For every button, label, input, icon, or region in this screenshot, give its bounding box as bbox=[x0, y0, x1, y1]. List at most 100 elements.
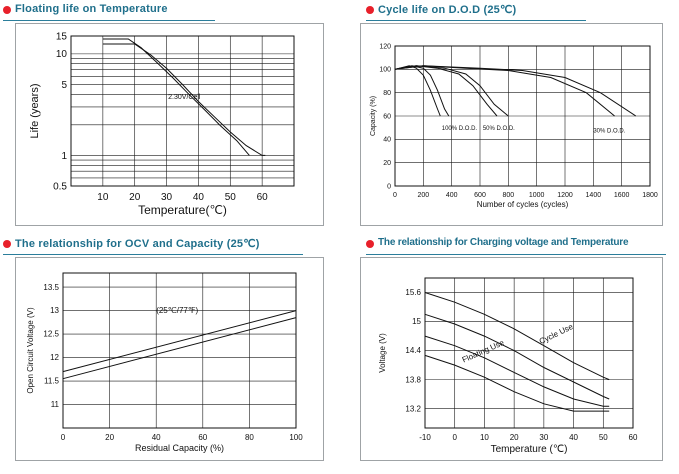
x-tick-label: 10 bbox=[480, 433, 489, 442]
x-tick-label: 20 bbox=[510, 433, 519, 442]
bullet-icon bbox=[3, 6, 11, 14]
x-tick-label: 600 bbox=[474, 192, 486, 199]
x-tick-label: 20 bbox=[105, 433, 114, 442]
x-tick-label: 60 bbox=[198, 433, 207, 442]
y-tick-label: 13.8 bbox=[405, 375, 421, 384]
y-tick-label: 15 bbox=[56, 31, 68, 42]
x-tick-label: 60 bbox=[629, 433, 638, 442]
x-tick-label: 1000 bbox=[529, 192, 545, 199]
x-tick-label: 10 bbox=[97, 192, 109, 203]
y-axis-label: Voltage (V) bbox=[378, 333, 387, 373]
series-line bbox=[424, 313, 610, 400]
charge-voltage-panel: -10 0 10 20 30 40 50 60 13.2 13.8 14.4 15 15.6 Temper… bbox=[360, 257, 663, 461]
x-axis-label: Temperature(℃) bbox=[138, 203, 227, 217]
y-tick-label: 11 bbox=[51, 400, 60, 409]
series-line bbox=[394, 65, 450, 117]
x-tick-label: 1400 bbox=[586, 192, 602, 199]
y-tick-label: 0 bbox=[387, 183, 391, 190]
x-tick-label: 30 bbox=[539, 433, 548, 442]
y-tick-label: 15.6 bbox=[405, 288, 421, 297]
y-tick-label: 60 bbox=[383, 113, 391, 120]
series-label: 50% D.O.D. bbox=[483, 126, 515, 132]
plot-frame bbox=[70, 35, 295, 187]
float-life-chart: 10 20 30 40 50 60 15 10 5 1 0.5 Temperature(℃) Life … bbox=[29, 31, 295, 217]
x-tick-label: 1200 bbox=[557, 192, 573, 199]
series-line bbox=[394, 65, 498, 117]
cycle-life-header: Cycle life on D.O.D (25℃) bbox=[366, 3, 586, 21]
header-rule bbox=[366, 254, 666, 255]
series-label: 100% D.O.D. bbox=[442, 126, 478, 132]
x-tick-label: 40 bbox=[152, 433, 161, 442]
y-tick-label: 14.4 bbox=[405, 346, 421, 355]
x-tick-label: 50 bbox=[225, 192, 237, 203]
float-life-title: Floating life on Temperature bbox=[15, 3, 168, 15]
bullet-icon bbox=[3, 240, 11, 248]
series-line bbox=[394, 65, 509, 117]
cycle-life-title: Cycle life on D.O.D (25℃) bbox=[378, 4, 517, 16]
x-tick-label: 80 bbox=[245, 433, 254, 442]
ocv-chart: 0 20 40 60 80 100 11 11.5 12 12.5 13 13.5 Residual C… bbox=[26, 272, 303, 453]
series-line bbox=[102, 38, 250, 156]
y-tick-label: 0.5 bbox=[53, 181, 67, 192]
charge-voltage-header: The relationship for Charging voltage an… bbox=[366, 237, 666, 255]
x-tick-label: 400 bbox=[446, 192, 458, 199]
y-axis-label: Capacity (%) bbox=[370, 96, 377, 136]
ocv-title: The relationship for OCV and Capacity (2… bbox=[15, 238, 260, 250]
y-tick-label: 15 bbox=[412, 317, 421, 326]
y-tick-label: 80 bbox=[383, 90, 391, 97]
x-tick-label: 200 bbox=[417, 192, 429, 199]
y-tick-label: 20 bbox=[383, 160, 391, 167]
series-line bbox=[62, 317, 297, 380]
y-tick-label: 1 bbox=[61, 151, 67, 162]
series-label: Cycle Use bbox=[538, 322, 575, 346]
float-life-header: Floating life on Temperature bbox=[3, 3, 215, 21]
x-tick-label: 30 bbox=[161, 192, 173, 203]
x-axis-label: Residual Capacity (%) bbox=[135, 443, 224, 453]
x-tick-label: -10 bbox=[419, 433, 431, 442]
plot-frame bbox=[62, 272, 297, 429]
cycle-life-panel: 0 200 400 600 800 1000 1200 1400 1600 1800 0 20 40 60… bbox=[360, 23, 663, 226]
ocv-panel: 0 20 40 60 80 100 11 11.5 12 12.5 13 13.5 Residual C… bbox=[15, 257, 324, 461]
y-axis-label: Life (years) bbox=[29, 83, 41, 138]
series-label: 30% D.O.D. bbox=[593, 128, 625, 134]
x-tick-label: 40 bbox=[569, 433, 578, 442]
ocv-header: The relationship for OCV and Capacity (2… bbox=[3, 237, 303, 255]
charge-voltage-title: The relationship for Charging voltage an… bbox=[378, 237, 629, 248]
x-axis-label: Temperature (℃) bbox=[491, 444, 568, 455]
header-rule bbox=[3, 254, 303, 255]
float-life-panel: 10 20 30 40 50 60 15 10 5 1 0.5 Temperature(℃) Life … bbox=[15, 23, 324, 226]
charge-voltage-chart: -10 0 10 20 30 40 50 60 13.2 13.8 14.4 15 15.6 Temper… bbox=[378, 277, 638, 455]
series-line bbox=[424, 292, 610, 381]
x-tick-label: 40 bbox=[193, 192, 205, 203]
y-tick-label: 40 bbox=[383, 137, 391, 144]
x-tick-label: 100 bbox=[289, 433, 303, 442]
annotation-label: 2.30V/Cell bbox=[168, 94, 201, 101]
bullet-icon bbox=[366, 6, 374, 14]
x-axis-label: Number of cycles (cycles) bbox=[477, 200, 569, 209]
y-tick-label: 11.5 bbox=[44, 377, 60, 386]
series-line bbox=[394, 65, 637, 117]
y-axis-label: Open Circuit Voltage (V) bbox=[26, 307, 35, 394]
x-tick-label: 20 bbox=[129, 192, 141, 203]
series-line bbox=[62, 310, 297, 373]
y-tick-label: 13 bbox=[50, 306, 59, 315]
y-tick-label: 10 bbox=[56, 49, 68, 60]
annotation-label: (25℃/77℉) bbox=[156, 306, 198, 315]
header-rule bbox=[3, 20, 215, 21]
x-tick-label: 0 bbox=[61, 433, 66, 442]
header-rule bbox=[366, 20, 586, 21]
series-line bbox=[394, 65, 441, 117]
series-line bbox=[424, 354, 610, 412]
plot-frame bbox=[394, 45, 651, 187]
y-tick-label: 12.5 bbox=[43, 330, 59, 339]
y-tick-label: 100 bbox=[379, 67, 391, 74]
x-tick-label: 60 bbox=[257, 192, 269, 203]
bullet-icon bbox=[366, 240, 374, 248]
y-tick-label: 13.5 bbox=[43, 283, 59, 292]
x-tick-label: 1600 bbox=[614, 192, 630, 199]
x-tick-label: 1800 bbox=[642, 192, 658, 199]
x-tick-label: 0 bbox=[452, 433, 457, 442]
x-tick-label: 0 bbox=[393, 192, 397, 199]
y-tick-label: 13.2 bbox=[405, 404, 421, 413]
cycle-life-chart: 0 200 400 600 800 1000 1200 1400 1600 1800 0 20 40 60… bbox=[370, 43, 658, 209]
